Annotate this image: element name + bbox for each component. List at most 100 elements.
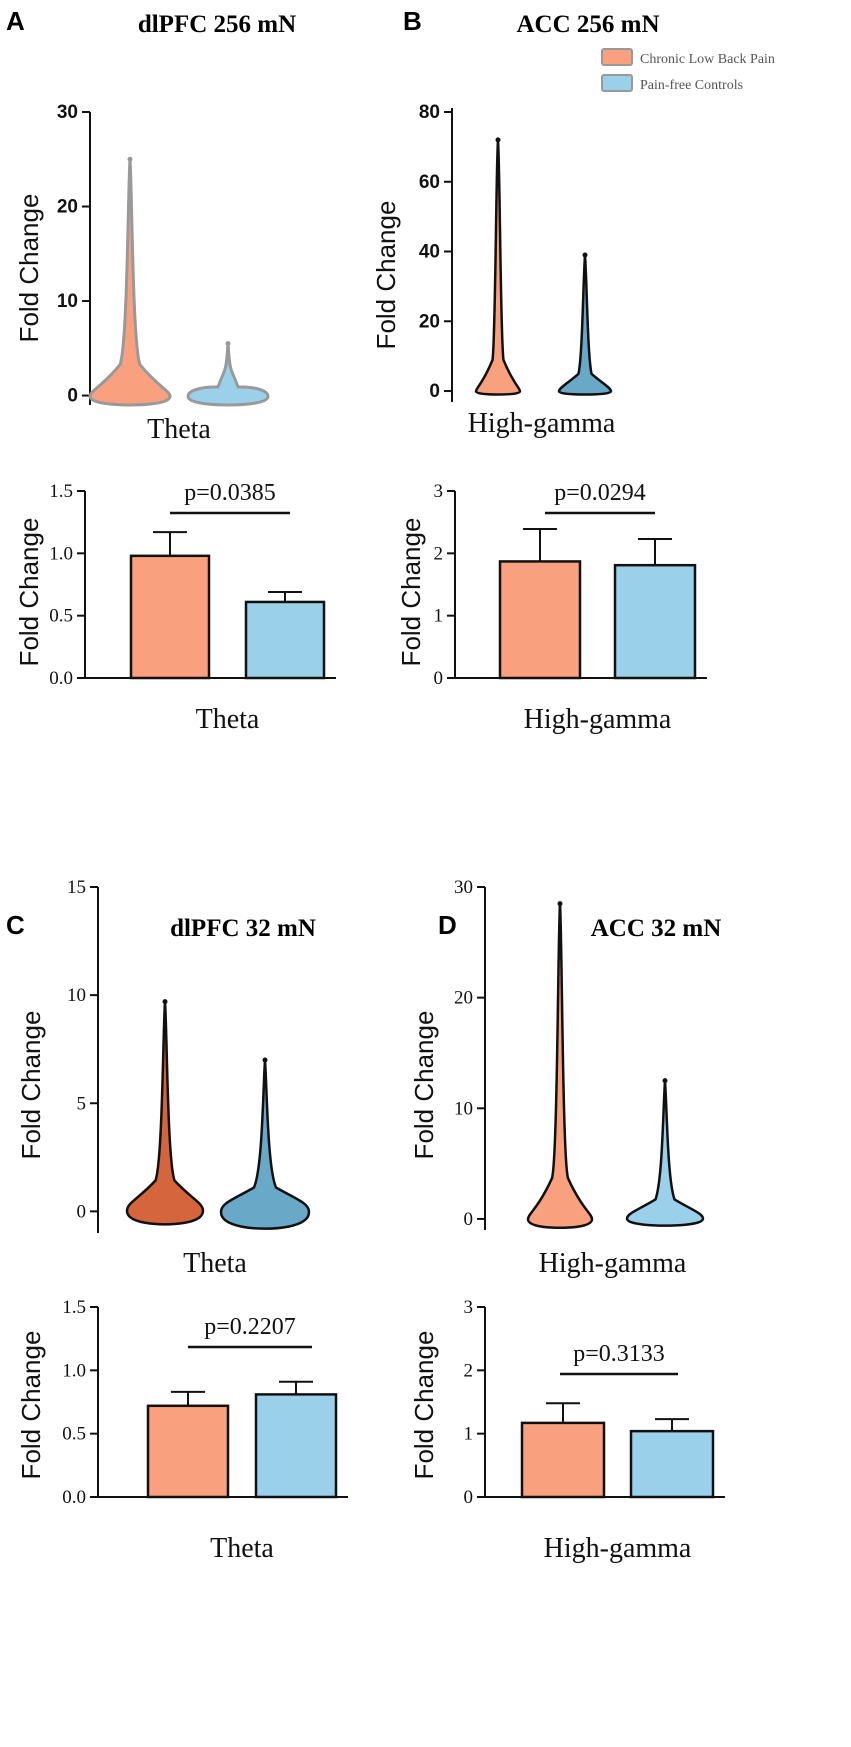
- y-tick-label: 1.0: [62, 1360, 86, 1381]
- x-axis-label: High-gamma: [524, 704, 672, 735]
- violin-max-point: [262, 1057, 268, 1063]
- panel-d-title: ACC 32 mN: [591, 915, 722, 942]
- bar-hc: [629, 1429, 715, 1499]
- panel-letter-c: C: [6, 910, 25, 940]
- x-axis-label: Theta: [183, 1248, 247, 1279]
- y-axis-label: Fold Change: [409, 1331, 439, 1480]
- violin-max-point: [127, 156, 133, 162]
- chart-D-bar: 0 1 2 3 Fold Change High-gamma p=0.3133: [409, 1297, 725, 1564]
- violin-clbp: [474, 138, 522, 396]
- panel-d-header: D ACC 32 mN: [438, 910, 721, 942]
- bar-hc: [244, 600, 326, 680]
- y-tick-label: 20: [454, 988, 473, 1009]
- violin-clbp: [125, 1000, 205, 1226]
- legend-swatch-hc: [601, 74, 633, 92]
- violin-max-point: [557, 901, 563, 907]
- chart-C-violin: 0 5 10 15 Fold Change Theta: [16, 877, 311, 1279]
- chart-D-violin: 0 10 20 30 Fold Change High-gamma: [409, 877, 705, 1279]
- chart-B-violin: 0 20 40 60 80 Fold Change High-gamma: [371, 102, 616, 439]
- p-value-label: p=0.0385: [184, 480, 276, 506]
- violin-clbp: [526, 902, 594, 1230]
- legend-swatch-clbp: [601, 48, 633, 66]
- bar-clbp: [129, 554, 211, 680]
- legend-label-clbp: Chronic Low Back Pain: [640, 52, 775, 67]
- y-tick-label: 0: [434, 668, 444, 689]
- y-tick-label: 1: [434, 606, 444, 627]
- bar-clbp: [520, 1421, 606, 1499]
- panel-letter-d: D: [438, 910, 457, 940]
- y-axis-label: Fold Change: [396, 518, 426, 667]
- violin-max-point: [582, 252, 588, 258]
- panel-b-header: B ACC 256 mN: [403, 6, 660, 38]
- panel-letter-a: A: [6, 6, 25, 36]
- y-tick-label: 80: [419, 102, 440, 123]
- panel-c-title: dlPFC 32 mN: [170, 915, 316, 942]
- y-tick-label: 5: [77, 1093, 87, 1114]
- x-axis-label: High-gamma: [544, 1533, 692, 1564]
- y-tick-label: 3: [434, 481, 444, 502]
- panel-b-title: ACC 256 mN: [516, 11, 659, 38]
- violin-max-point: [162, 999, 168, 1005]
- violin-hc: [557, 253, 613, 396]
- y-axis-label: Fold Change: [16, 1011, 46, 1160]
- y-axis-label: Fold Change: [409, 1011, 439, 1160]
- bar-clbp: [146, 1404, 230, 1499]
- p-value-label: p=0.3133: [573, 1341, 665, 1367]
- y-tick-label: 0.5: [62, 1424, 86, 1445]
- y-tick-label: 0.5: [49, 606, 73, 627]
- y-tick-label: 40: [419, 242, 440, 263]
- y-axis-label: Fold Change: [14, 518, 44, 667]
- y-tick-label: 0.0: [49, 668, 73, 689]
- y-tick-label: 1.0: [49, 543, 73, 564]
- violin-max-point: [495, 137, 501, 143]
- y-tick-label: 0: [67, 386, 78, 407]
- y-tick-label: 20: [419, 311, 440, 332]
- y-tick-label: 0.0: [62, 1487, 86, 1508]
- violin-hc: [186, 342, 270, 407]
- y-tick-label: 0: [429, 381, 440, 402]
- panel-a-header: A dlPFC 256 mN: [6, 6, 296, 38]
- y-tick-label: 30: [454, 877, 473, 898]
- violin-max-point: [225, 341, 231, 347]
- legend-label-hc: Pain-free Controls: [640, 78, 743, 93]
- legend: Chronic Low Back Pain Pain-free Controls: [601, 48, 775, 93]
- y-axis-label: Fold Change: [14, 194, 44, 343]
- y-tick-label: 2: [434, 543, 444, 564]
- panel-a-title: dlPFC 256 mN: [138, 11, 296, 38]
- y-tick-label: 30: [57, 102, 78, 123]
- y-tick-label: 60: [419, 172, 440, 193]
- x-axis-label: High-gamma: [468, 408, 616, 439]
- panel-letter-b: B: [403, 6, 422, 36]
- panel-c-header: C dlPFC 32 mN: [6, 910, 316, 942]
- y-tick-label: 0: [464, 1209, 474, 1230]
- y-tick-label: 1: [464, 1424, 474, 1445]
- x-axis-label: Theta: [196, 704, 260, 735]
- p-value-label: p=0.2207: [204, 1314, 296, 1340]
- y-tick-label: 3: [464, 1297, 474, 1318]
- y-tick-label: 15: [67, 877, 86, 898]
- y-tick-label: 2: [464, 1360, 474, 1381]
- y-axis-label: Fold Change: [16, 1331, 46, 1480]
- x-axis-label: Theta: [147, 414, 211, 445]
- violin-hc: [625, 1079, 705, 1227]
- bar-hc: [254, 1393, 338, 1499]
- y-tick-label: 10: [67, 985, 86, 1006]
- p-value-label: p=0.0294: [554, 480, 646, 506]
- y-tick-label: 0: [464, 1487, 474, 1508]
- bar-hc: [613, 563, 697, 680]
- chart-B-bar: 0 1 2 3 Fold Change High-gamma p=0.0294: [396, 480, 707, 735]
- chart-A-violin: 0 10 20 30 Fold Change Theta: [14, 102, 270, 445]
- x-axis-label: High-gamma: [539, 1248, 687, 1279]
- bar-clbp: [498, 560, 582, 680]
- y-tick-label: 1.5: [49, 481, 73, 502]
- y-axis-label: Fold Change: [371, 201, 401, 350]
- y-tick-label: 10: [454, 1098, 473, 1119]
- y-tick-label: 20: [57, 197, 78, 218]
- y-tick-label: 1.5: [62, 1297, 86, 1318]
- x-axis-label: Theta: [210, 1533, 274, 1564]
- violin-hc: [219, 1058, 311, 1230]
- chart-C-bar: 0.0 0.5 1.0 1.5 Fold Change Theta p=0.2207: [16, 1297, 348, 1564]
